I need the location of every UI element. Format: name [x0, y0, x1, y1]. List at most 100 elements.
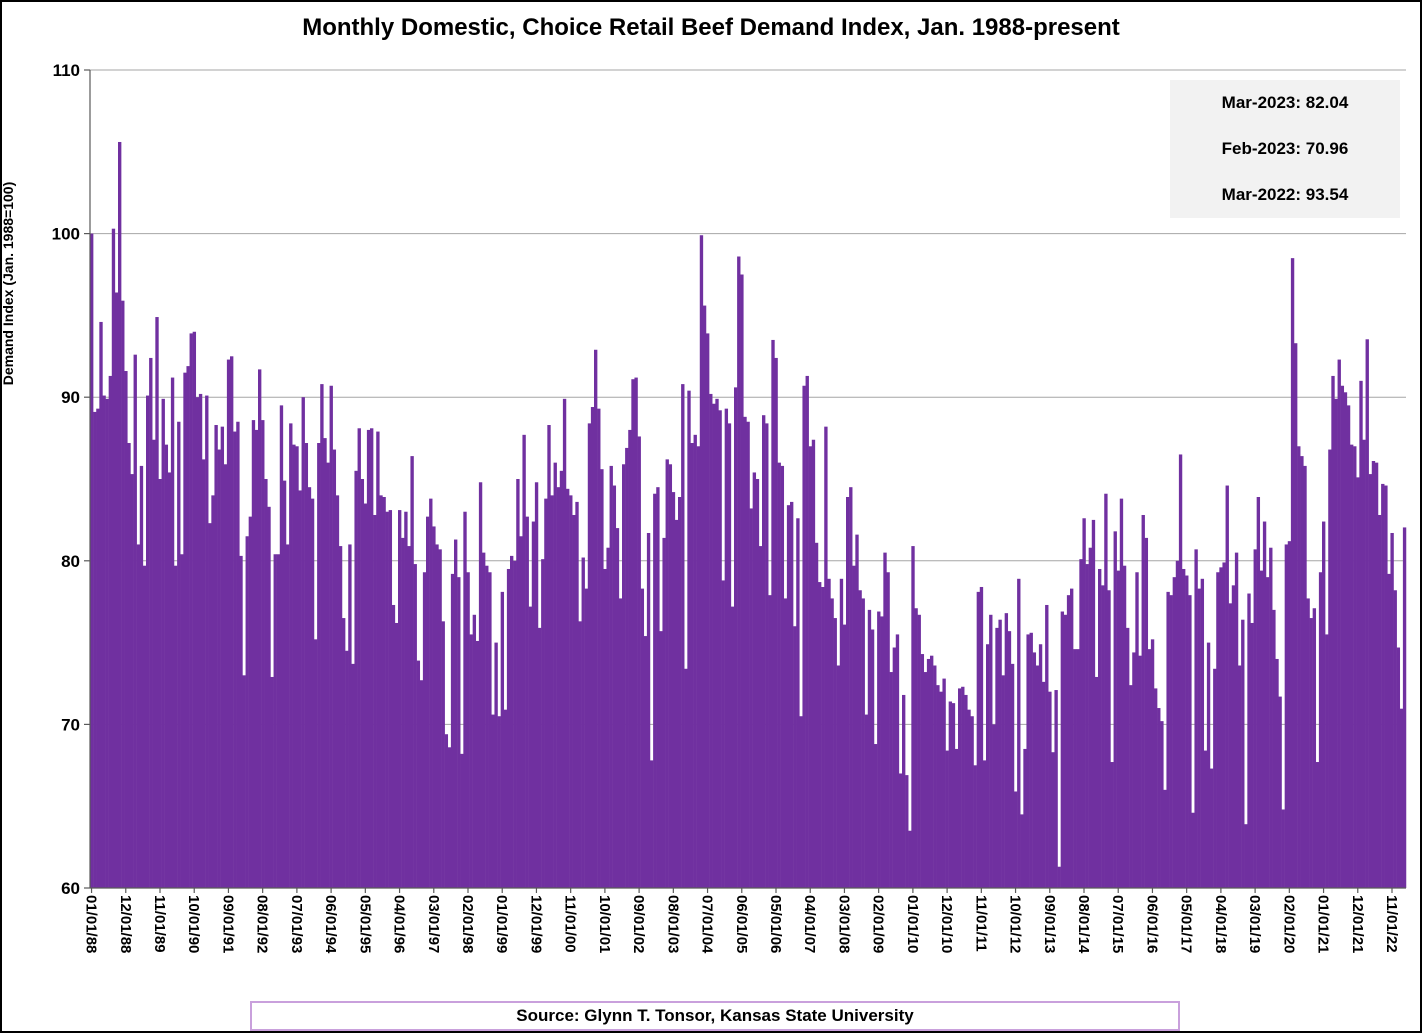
bar [1203, 750, 1208, 888]
bar [217, 449, 221, 888]
bar [124, 371, 128, 888]
y-tick-label: 70 [61, 715, 80, 734]
bar [1107, 590, 1111, 888]
x-tick-label: 07/01/93 [288, 895, 305, 953]
bar [606, 547, 610, 888]
bar [849, 487, 853, 888]
bar [681, 384, 685, 888]
bar [1163, 789, 1167, 888]
bar [1119, 498, 1124, 888]
bar [1284, 544, 1289, 888]
bar [254, 429, 259, 888]
bar [895, 634, 900, 888]
bar [391, 604, 396, 888]
bar [1228, 603, 1233, 888]
x-tick-label: 08/01/92 [254, 895, 271, 953]
bar [1088, 547, 1093, 888]
bar [416, 660, 421, 888]
bar [674, 519, 679, 888]
bar [1315, 762, 1320, 888]
bar [494, 642, 498, 888]
bar [202, 459, 206, 888]
bar [656, 487, 660, 888]
bar [195, 397, 200, 888]
bar [1328, 449, 1332, 888]
bar [183, 372, 187, 888]
bar [1393, 590, 1397, 888]
bar [1032, 652, 1037, 888]
bar [892, 647, 897, 888]
x-tick-label: 11/01/11 [972, 895, 989, 952]
bar [811, 439, 816, 888]
x-tick-label: 01/01/21 [1315, 895, 1332, 953]
bar [99, 321, 103, 888]
bar [398, 510, 402, 888]
bar [1384, 485, 1388, 888]
bar [793, 626, 797, 888]
bar [1247, 593, 1251, 888]
bar [413, 564, 417, 888]
bar [422, 572, 427, 888]
bar [366, 429, 371, 888]
bar [307, 487, 312, 888]
bar [737, 256, 741, 888]
bar [1210, 768, 1214, 888]
bar [858, 590, 862, 888]
bar [1038, 644, 1043, 888]
bar [1225, 485, 1229, 888]
bar [133, 354, 137, 888]
bar [441, 621, 445, 888]
bar [370, 428, 374, 888]
bar [130, 474, 134, 888]
bar [93, 411, 97, 888]
x-tick-label: 09/01/02 [630, 895, 647, 953]
bar [774, 357, 778, 888]
bar [1035, 665, 1040, 888]
bar [1306, 598, 1310, 888]
bar [581, 557, 585, 888]
bar [930, 655, 934, 888]
bar [320, 384, 324, 888]
bar [631, 379, 635, 888]
bar [587, 423, 592, 888]
bar [755, 479, 760, 888]
x-tick-label: 05/01/17 [1178, 895, 1195, 953]
bar [264, 479, 268, 888]
bar [1281, 809, 1285, 888]
bar [1135, 572, 1139, 888]
x-tick-label: 02/01/09 [870, 895, 887, 953]
x-tick-label: 04/01/96 [391, 895, 408, 953]
bar [1278, 696, 1282, 888]
bar [1312, 608, 1317, 888]
bar [164, 444, 169, 888]
bar [1290, 258, 1295, 888]
bar [500, 591, 505, 888]
bar [718, 410, 722, 888]
y-tick-label: 80 [61, 552, 80, 571]
bar [289, 423, 293, 888]
bar [1150, 639, 1155, 888]
bar [174, 565, 178, 888]
bar [211, 495, 215, 888]
chart-title: Monthly Domestic, Choice Retail Beef Dem… [302, 14, 1120, 41]
bar [883, 552, 887, 888]
bar [198, 393, 203, 888]
bar [1194, 549, 1198, 888]
bar [600, 469, 604, 888]
bar [1116, 570, 1121, 888]
bar [1029, 632, 1033, 888]
bar [1216, 572, 1220, 888]
bar [768, 595, 772, 888]
bar [1309, 618, 1313, 888]
bar [594, 349, 598, 888]
bar [1371, 461, 1376, 888]
bar [1325, 634, 1329, 888]
bar [450, 573, 455, 888]
bar [1094, 676, 1099, 888]
bar [939, 691, 943, 888]
bar [354, 470, 358, 888]
bar [1331, 375, 1335, 888]
bar [898, 773, 903, 888]
bar [805, 375, 809, 888]
annotation-line-mar-2022: Mar-2022: 93.54 [1221, 185, 1349, 204]
